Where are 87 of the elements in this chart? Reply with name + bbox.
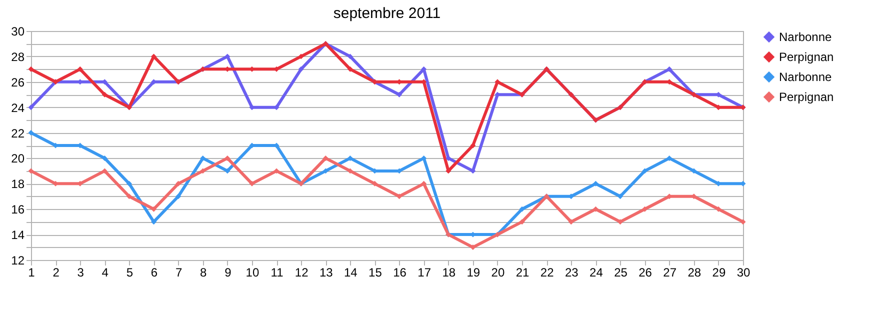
x-tick-label: 16: [393, 266, 407, 280]
x-tick-label: 22: [540, 266, 554, 280]
point: [470, 244, 476, 250]
x-tick-label: 2: [52, 266, 60, 280]
x-tick-label: 3: [77, 266, 84, 280]
point: [200, 168, 206, 174]
point: [151, 219, 156, 225]
x-tick-label: 8: [200, 266, 208, 280]
x-tick-label: 28: [688, 266, 702, 280]
point: [470, 142, 476, 148]
point: [618, 219, 623, 225]
point: [126, 194, 132, 200]
chart-title: septembre 2011: [333, 5, 441, 22]
point: [102, 168, 108, 174]
y-tick-label: 28: [11, 50, 25, 64]
y-tick-label: 20: [11, 152, 25, 166]
point: [322, 155, 328, 161]
y-tick-label: 16: [11, 202, 25, 217]
x-tick-label: 30: [736, 266, 750, 280]
x-tick-label: 11: [270, 266, 284, 280]
x-tick-label: 15: [368, 266, 382, 280]
x-tick-label: 19: [466, 266, 480, 280]
x-tick-label: 20: [491, 266, 505, 280]
y-tick-label: 14: [11, 228, 25, 242]
point: [396, 92, 402, 98]
point: [666, 155, 672, 161]
point: [691, 168, 697, 174]
legend-label: Perpignan: [779, 50, 834, 64]
y-tick-label: 24: [11, 100, 25, 115]
point: [249, 180, 255, 186]
point: [274, 168, 280, 174]
point: [200, 155, 206, 161]
y-tick-label: 12: [11, 254, 25, 268]
point: [298, 66, 304, 72]
point: [618, 194, 623, 200]
point: [176, 194, 182, 200]
x-tick-label: 9: [224, 266, 232, 280]
legend-label: Perpignan: [779, 90, 834, 104]
point: [224, 155, 230, 161]
y-tick-label: 18: [11, 177, 25, 192]
point: [126, 180, 132, 186]
point: [519, 206, 525, 212]
point: [77, 66, 83, 72]
legend-label: Narbonne: [779, 30, 832, 44]
point: [740, 219, 746, 225]
y-tick-label: 26: [11, 75, 25, 90]
point: [347, 155, 353, 161]
x-tick-label: 25: [614, 266, 628, 280]
point: [642, 168, 648, 174]
point: [421, 180, 427, 186]
point: [298, 54, 304, 60]
x-tick-label: 1: [28, 266, 36, 280]
x-tick-label: 18: [442, 266, 456, 280]
x-tick-label: 27: [663, 266, 677, 280]
x-tick-label: 24: [590, 266, 604, 280]
point: [666, 66, 672, 72]
point: [102, 155, 108, 161]
point: [592, 180, 598, 186]
point: [102, 92, 108, 98]
point: [224, 168, 230, 174]
point: [347, 66, 353, 72]
x-tick-label: 21: [516, 266, 530, 280]
x-tick-label: 10: [246, 266, 260, 280]
x-tick-label: 5: [126, 266, 134, 280]
x-tick-label: 7: [175, 266, 182, 280]
point: [716, 206, 722, 212]
point: [592, 206, 598, 212]
x-tick-label: 23: [564, 266, 579, 280]
point: [151, 206, 156, 212]
y-tick-label: 30: [11, 24, 25, 38]
x-tick-label: 29: [712, 266, 726, 280]
point: [347, 54, 353, 60]
x-tick-label: 6: [150, 266, 158, 280]
x-tick-label: 4: [102, 266, 109, 280]
legend-label: Narbonne: [779, 70, 832, 84]
x-tick-label: 13: [319, 266, 334, 280]
point: [519, 219, 525, 225]
x-tick-label: 17: [418, 266, 432, 280]
point: [568, 219, 574, 225]
x-tick-label: 14: [344, 266, 358, 280]
y-tick-label: 22: [11, 126, 25, 140]
x-tick-label: 12: [294, 266, 309, 280]
point: [396, 194, 402, 200]
point: [322, 168, 328, 174]
point: [224, 54, 230, 60]
x-tick-label: 26: [638, 266, 652, 280]
point: [347, 168, 353, 174]
